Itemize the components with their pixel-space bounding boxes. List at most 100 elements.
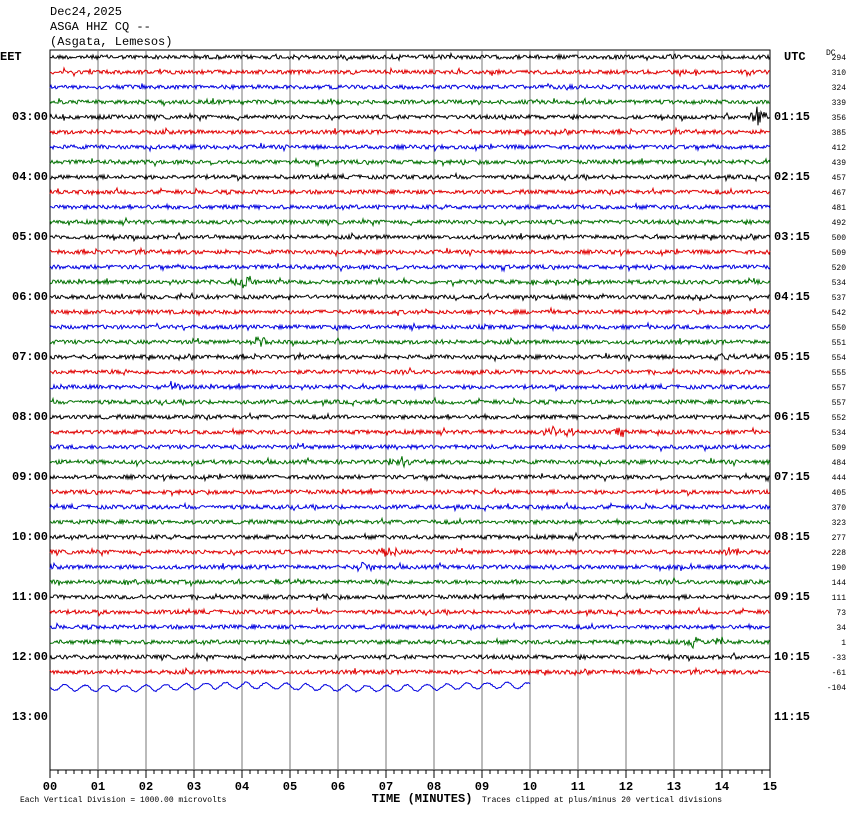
dc-offset: 34 xyxy=(836,624,846,633)
trace xyxy=(49,351,771,363)
dc-offset: 467 xyxy=(832,189,847,198)
x-tick-label: 03 xyxy=(187,780,201,794)
trace xyxy=(49,202,771,211)
dc-offset: 509 xyxy=(832,444,847,453)
left-time: 06:00 xyxy=(12,290,48,304)
x-tick-label: 05 xyxy=(283,780,297,794)
left-time: 11:00 xyxy=(12,590,48,604)
trace xyxy=(49,636,771,650)
trace xyxy=(49,425,771,439)
dc-offset: 557 xyxy=(832,384,847,393)
right-time: 05:15 xyxy=(774,350,810,364)
trace xyxy=(49,321,771,333)
dc-offset: 277 xyxy=(832,534,847,543)
dc-offset: 385 xyxy=(832,129,847,138)
trace xyxy=(49,456,771,469)
dc-offset: -104 xyxy=(827,684,846,693)
dc-offset: 551 xyxy=(832,339,847,348)
x-tick-label: 08 xyxy=(427,780,441,794)
dc-offset: 412 xyxy=(832,144,847,153)
left-time: 04:00 xyxy=(12,170,48,184)
x-tick-label: 07 xyxy=(379,780,393,794)
trace xyxy=(49,516,771,527)
left-time: 05:00 xyxy=(12,230,48,244)
x-tick-label: 13 xyxy=(667,780,681,794)
right-zone: UTC xyxy=(784,50,806,64)
right-time: 10:15 xyxy=(774,650,810,664)
x-tick-label: 10 xyxy=(523,780,537,794)
trace xyxy=(49,82,771,91)
trace xyxy=(49,97,771,108)
dc-offset: 339 xyxy=(832,99,847,108)
right-time: 07:15 xyxy=(774,470,810,484)
dc-offset: 190 xyxy=(832,564,847,573)
dc-offset: 484 xyxy=(832,459,847,468)
dc-offset: 370 xyxy=(832,504,847,513)
dc-offset: -61 xyxy=(832,669,847,678)
dc-offset: 509 xyxy=(832,249,847,258)
plot-frame xyxy=(49,49,771,771)
x-tick-label: 01 xyxy=(91,780,105,794)
trace xyxy=(49,171,771,183)
dc-offset: 534 xyxy=(832,429,847,438)
trace xyxy=(49,621,771,632)
dc-offset: 550 xyxy=(832,324,847,333)
trace xyxy=(49,366,771,377)
left-time: 10:00 xyxy=(12,530,48,544)
dc-offset: 542 xyxy=(832,309,847,318)
x-tick-label: 00 xyxy=(43,780,57,794)
trace xyxy=(49,531,771,542)
right-time: 04:15 xyxy=(774,290,810,304)
trace xyxy=(49,216,771,228)
left-time: 08:00 xyxy=(12,410,48,424)
x-tick-label: 04 xyxy=(235,780,249,794)
date: Dec24,2025 xyxy=(50,5,122,19)
trace xyxy=(49,592,771,602)
right-time: 08:15 xyxy=(774,530,810,544)
dc-offset: 552 xyxy=(832,414,847,423)
dc-offset: 405 xyxy=(832,489,847,498)
dc-offset: 492 xyxy=(832,219,847,228)
trace xyxy=(49,262,771,273)
dc-offset: 481 xyxy=(832,204,847,213)
trace xyxy=(49,606,771,618)
dc-offset: 557 xyxy=(832,399,847,408)
trace xyxy=(49,335,771,348)
trace xyxy=(49,142,771,153)
trace xyxy=(49,396,771,408)
x-tick-label: 15 xyxy=(763,780,777,794)
dc-offset: 500 xyxy=(832,234,847,243)
right-time: 01:15 xyxy=(774,110,810,124)
trace xyxy=(49,561,771,573)
x-tick-label: 02 xyxy=(139,780,153,794)
x-tick-label: 06 xyxy=(331,780,345,794)
right-time: 11:15 xyxy=(774,710,810,724)
trace xyxy=(49,576,771,588)
trace xyxy=(49,380,771,392)
trace xyxy=(49,651,771,663)
left-zone: EET xyxy=(0,50,22,64)
dc-offset: 534 xyxy=(832,279,847,288)
dc-offset: 1 xyxy=(841,639,846,648)
clip-note: Traces clipped at plus/minus 20 vertical… xyxy=(482,796,722,805)
trace xyxy=(49,157,771,168)
trace xyxy=(50,306,771,317)
dc-offset: 144 xyxy=(832,579,847,588)
trace xyxy=(49,546,771,558)
trace xyxy=(49,411,771,422)
dc-offset: 554 xyxy=(832,354,847,363)
dc-offset: 444 xyxy=(832,474,847,483)
trace xyxy=(49,106,771,126)
trace xyxy=(49,666,771,677)
station: ASGA HHZ CQ -- xyxy=(50,20,151,34)
right-time: 09:15 xyxy=(774,590,810,604)
dc-offset: 310 xyxy=(832,69,847,78)
trace xyxy=(49,51,771,62)
x-label: TIME (MINUTES) xyxy=(372,792,473,806)
x-tick-label: 14 xyxy=(715,780,729,794)
left-time: 12:00 xyxy=(12,650,48,664)
trace xyxy=(49,681,531,693)
dc-offset: 457 xyxy=(832,174,847,183)
right-time: 02:15 xyxy=(774,170,810,184)
